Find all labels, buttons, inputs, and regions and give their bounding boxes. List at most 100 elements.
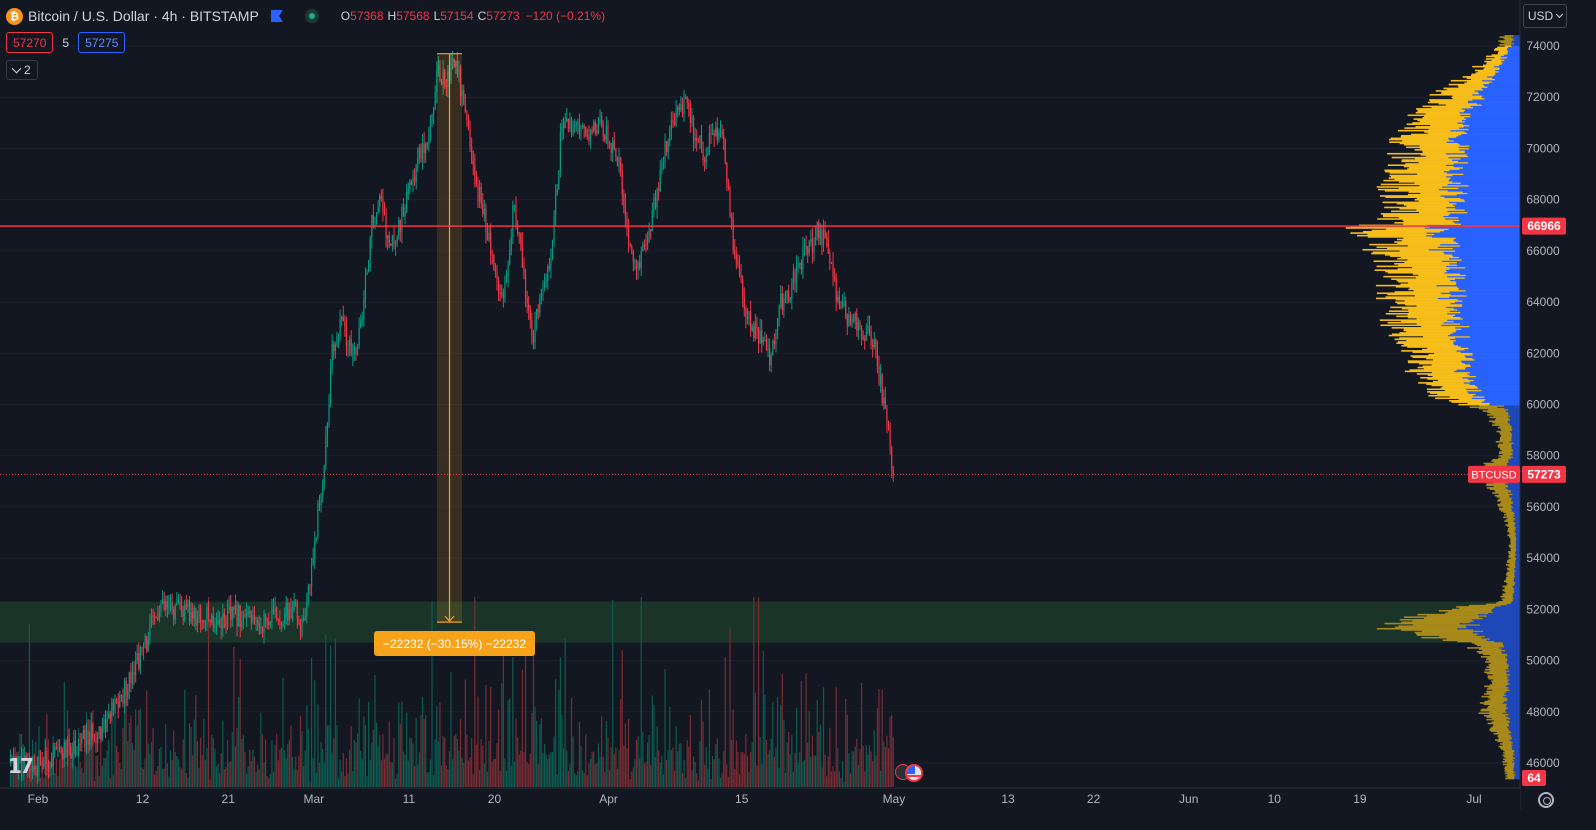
candle-body xyxy=(558,170,560,190)
candle-body xyxy=(631,246,633,251)
us-flag-icon[interactable] xyxy=(905,764,923,782)
candle-body xyxy=(650,229,652,232)
volume-bar xyxy=(377,746,379,787)
profile-bar-up xyxy=(1418,274,1466,277)
candle-body xyxy=(420,147,422,160)
profile-bar-up xyxy=(1504,513,1514,516)
volume-bar xyxy=(388,720,390,787)
volume-bar xyxy=(513,761,516,787)
symbol-legend[interactable]: ₿ Bitcoin / U.S. Dollar · 4h · BITSTAMP … xyxy=(6,6,605,26)
candle-body xyxy=(49,762,51,772)
candle-body xyxy=(507,265,509,278)
volume-bar xyxy=(70,759,72,787)
volume-bar xyxy=(299,715,302,787)
economic-events[interactable] xyxy=(895,764,925,782)
currency-selector[interactable]: USD xyxy=(1523,4,1567,28)
time-scale[interactable] xyxy=(0,788,1520,830)
profile-bar-up xyxy=(1412,620,1475,622)
volume-bar xyxy=(301,731,303,787)
candle-body xyxy=(664,141,666,163)
profile-bar-down xyxy=(1514,759,1520,762)
profile-bar-up xyxy=(1431,384,1475,387)
candle-body xyxy=(112,702,115,711)
profile-bar-up xyxy=(1488,686,1509,689)
price-tick-label: 62000 xyxy=(1526,346,1560,360)
profile-bar-down xyxy=(1510,36,1520,38)
profile-bar-up xyxy=(1390,137,1449,140)
profile-bar-up xyxy=(1486,691,1506,694)
profile-bar-down xyxy=(1465,368,1520,370)
sell-button[interactable]: 57270 xyxy=(6,32,54,53)
profile-bar-down xyxy=(1505,649,1520,652)
candle-body xyxy=(299,624,302,634)
buy-button[interactable]: 57275 xyxy=(78,32,126,53)
volume-bar xyxy=(244,751,246,787)
profile-bar-up xyxy=(1447,611,1493,613)
candle-body xyxy=(849,314,852,326)
profile-bar-up xyxy=(1414,149,1460,151)
profile-bar-down xyxy=(1507,684,1520,686)
candle-body xyxy=(854,313,856,321)
price-scale[interactable] xyxy=(1520,0,1596,810)
profile-bar-up xyxy=(1483,64,1500,67)
indicators-toggle-button[interactable]: 2 xyxy=(6,60,38,80)
volume-bar xyxy=(651,695,653,787)
candle-body xyxy=(396,236,398,243)
profile-bar-up xyxy=(1498,443,1512,446)
profile-bar-up xyxy=(1384,206,1447,209)
candle-body xyxy=(884,398,886,409)
candle-body xyxy=(89,738,91,745)
profile-bar-down xyxy=(1445,218,1520,220)
profile-bar-down xyxy=(1514,750,1520,753)
profile-bar-down xyxy=(1495,73,1520,76)
candle-body xyxy=(751,325,753,331)
volume-bar xyxy=(878,689,880,787)
profile-bar-up xyxy=(1479,405,1505,407)
candle-body xyxy=(274,608,276,612)
candle-body xyxy=(138,652,140,669)
symbol-title[interactable]: Bitcoin / U.S. Dollar · 4h · BITSTAMP xyxy=(28,8,259,24)
profile-bar-up xyxy=(1507,762,1515,764)
profile-bar-up xyxy=(1398,181,1453,183)
candle-body xyxy=(864,339,866,341)
profile-bar-up xyxy=(1489,670,1510,672)
profile-bar-down xyxy=(1514,762,1520,764)
candle-body xyxy=(501,292,503,295)
gear-icon[interactable] xyxy=(1538,792,1554,808)
profile-bar-up xyxy=(1394,338,1451,341)
profile-bar-down xyxy=(1481,96,1520,99)
profile-bar-up xyxy=(1503,511,1514,513)
low-value: 57154 xyxy=(440,9,474,23)
volume-bar xyxy=(813,755,815,787)
candle-body xyxy=(68,738,70,748)
volume-bar xyxy=(648,734,650,787)
tradingview-logo-icon[interactable]: 17 xyxy=(8,754,34,778)
candle-body xyxy=(494,269,497,273)
profile-bar-down xyxy=(1440,243,1520,246)
measure-result-label[interactable]: −22232 (−30.15%) −22232 xyxy=(374,631,536,656)
volume-bar xyxy=(700,699,703,787)
candle-body xyxy=(100,726,102,739)
candle-body xyxy=(865,333,867,341)
flag-icon[interactable] xyxy=(271,10,283,22)
bitcoin-logo-icon: ₿ xyxy=(6,7,23,25)
profile-bar-up xyxy=(1419,120,1465,123)
profile-bar-down xyxy=(1515,562,1520,565)
volume-bar xyxy=(708,689,711,787)
candle-body xyxy=(883,398,885,404)
candle-body xyxy=(881,374,883,404)
market-status-icon[interactable] xyxy=(304,9,319,23)
profile-bar-up xyxy=(1502,741,1513,744)
candle-body xyxy=(44,750,46,765)
profile-bar-down xyxy=(1470,364,1520,366)
volume-bar xyxy=(723,751,725,787)
profile-bar-down xyxy=(1513,513,1520,516)
profile-bar-down xyxy=(1495,69,1520,72)
profile-bar-up xyxy=(1493,720,1510,722)
profile-bar-up xyxy=(1376,265,1447,268)
profile-bar-up xyxy=(1418,382,1464,384)
candle-body xyxy=(228,606,230,610)
candle-body xyxy=(387,235,389,239)
measure-tool[interactable] xyxy=(437,53,462,623)
